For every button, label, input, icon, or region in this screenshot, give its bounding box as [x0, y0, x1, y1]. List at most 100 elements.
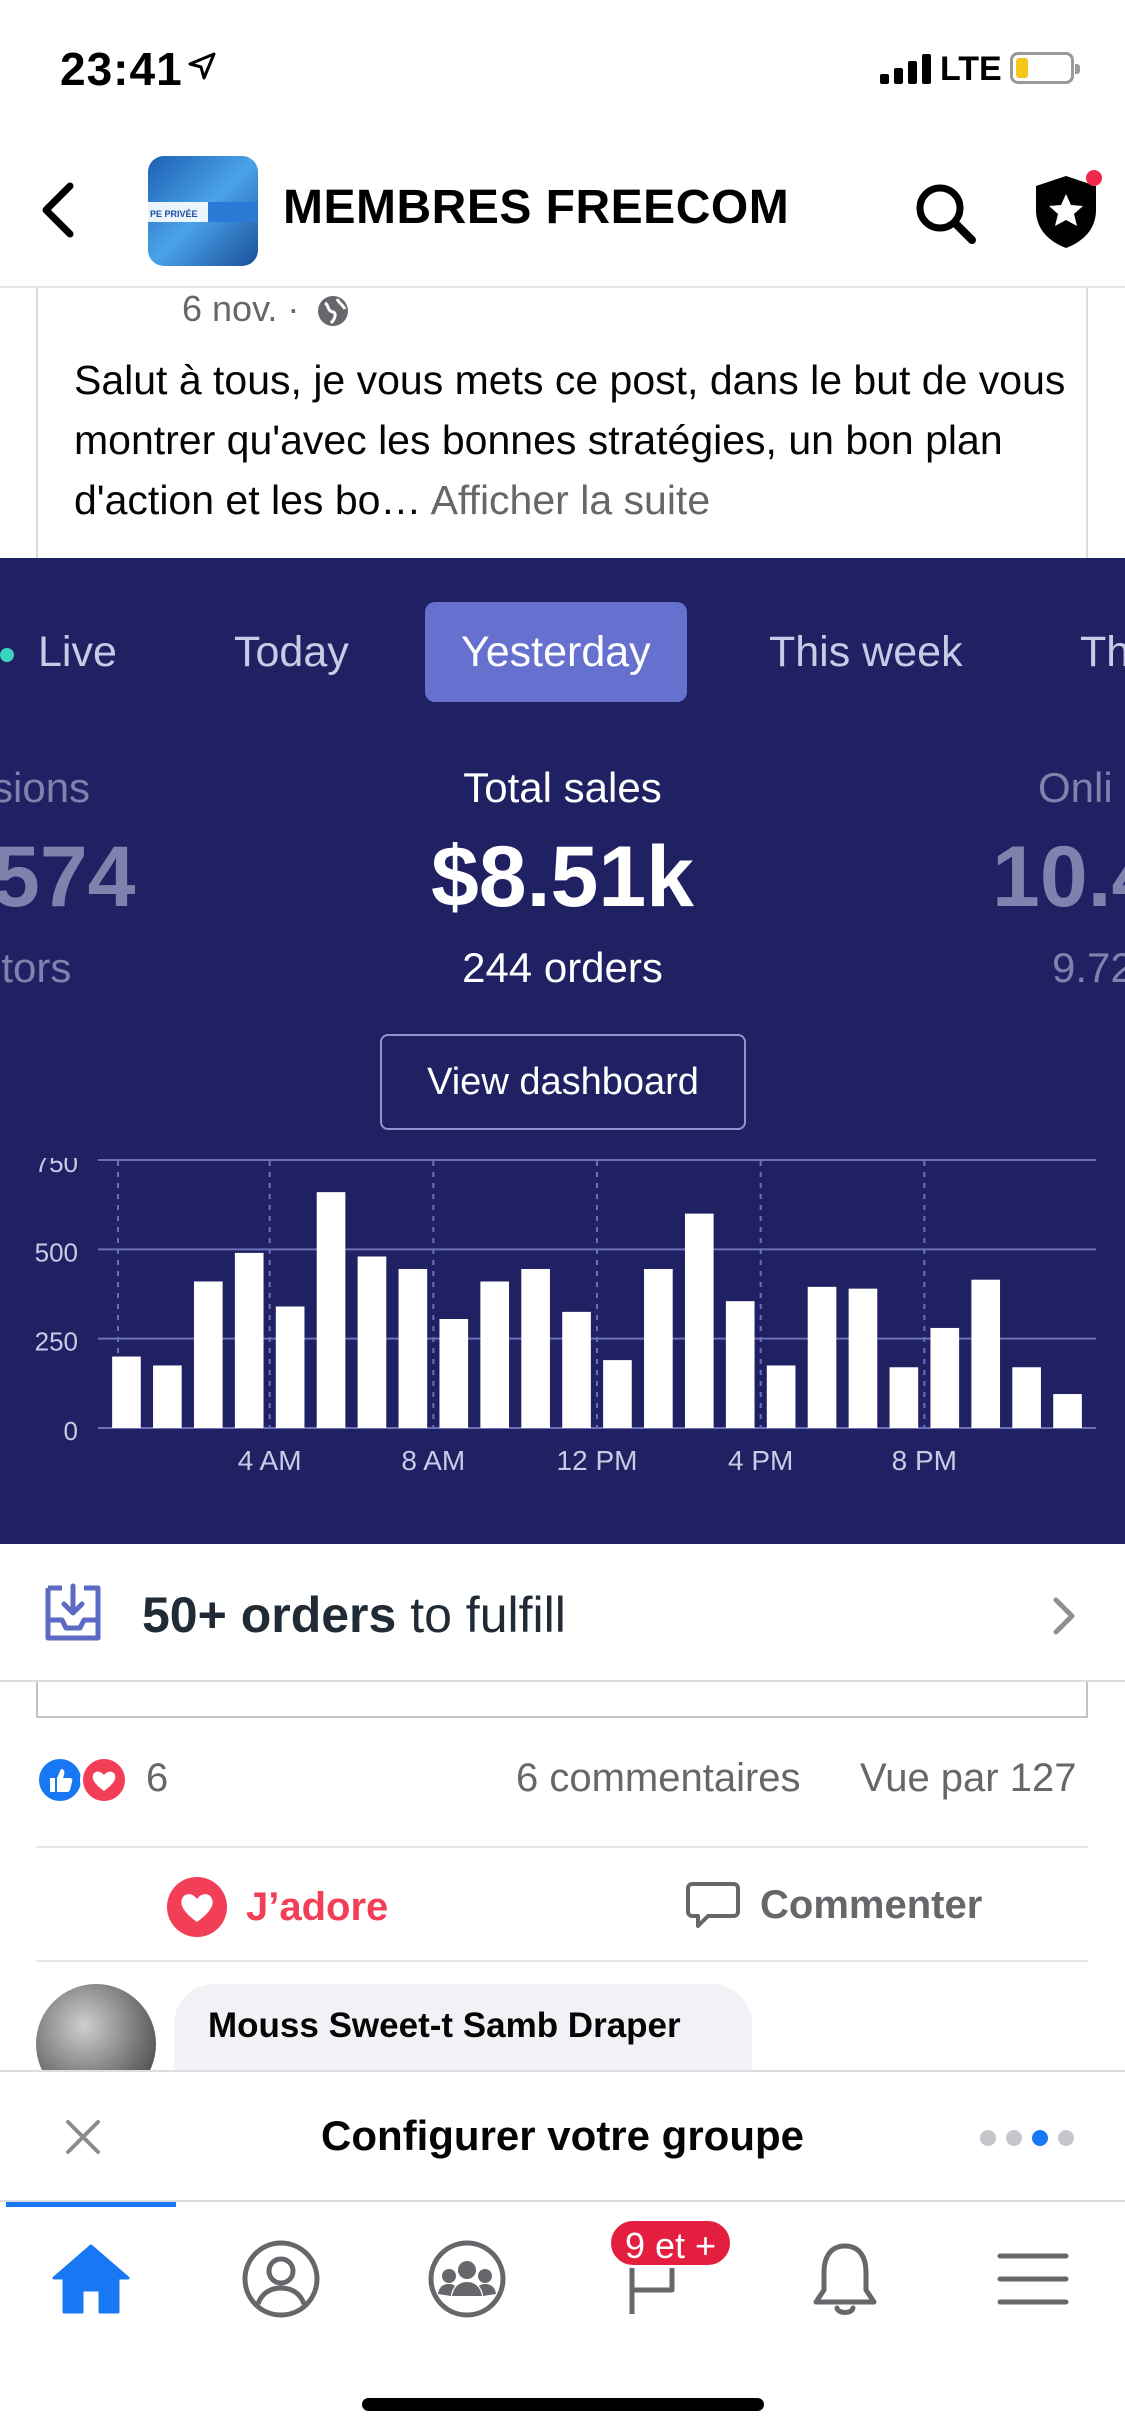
- like-reaction-icon: [36, 1756, 84, 1804]
- post-meta: 6 nov. ·: [182, 288, 351, 330]
- home-icon[interactable]: [46, 2234, 136, 2324]
- search-icon[interactable]: [910, 178, 980, 248]
- status-time: 23:41: [60, 43, 183, 95]
- chart-bar: [398, 1268, 428, 1428]
- view-dashboard-button: View dashboard: [380, 1034, 746, 1130]
- tab-this-week: This week: [769, 628, 963, 676]
- chart-bar: [316, 1192, 346, 1428]
- y-tick-label: 750: [35, 1158, 78, 1178]
- signal-icon: [880, 52, 931, 84]
- sessions-value: 574: [0, 829, 136, 925]
- heart-icon: [167, 1877, 227, 1937]
- admin-shield-icon[interactable]: [1030, 172, 1102, 252]
- menu-icon[interactable]: [988, 2234, 1078, 2324]
- x-tick-label: 12 PM: [557, 1445, 638, 1476]
- group-title: MEMBRES FREECOM: [283, 181, 790, 234]
- comments-count[interactable]: 6 commentaires: [516, 1756, 801, 1800]
- tab-this-month: Th: [1080, 628, 1125, 676]
- online-value: 10.4: [992, 829, 1125, 925]
- online-label: Onli: [1038, 764, 1113, 811]
- profile-icon[interactable]: [236, 2234, 326, 2324]
- configure-group-bar[interactable]: Configurer votre groupe: [0, 2070, 1125, 2200]
- chart-bar: [275, 1306, 305, 1428]
- configure-group-text: Configurer votre groupe: [320, 2112, 805, 2159]
- sales-bar-chart: 0 250 500 750 4 AM 8 AM 12 PM 4 PM 8 PM: [35, 1158, 1096, 1476]
- home-indicator: [362, 2398, 764, 2411]
- bell-icon[interactable]: [800, 2234, 890, 2324]
- love-reaction-icon: [80, 1756, 128, 1804]
- chevron-right-icon: [1053, 1597, 1075, 1635]
- notification-dot: [1086, 170, 1102, 186]
- chart-bar: [684, 1213, 714, 1428]
- chart-bar: [603, 1360, 632, 1428]
- visitors-label: itors: [0, 944, 72, 991]
- commenter-avatar[interactable]: [36, 1984, 156, 2070]
- chart-bar: [766, 1365, 796, 1428]
- sessions-label: sions: [0, 764, 91, 811]
- group-avatar[interactable]: PE PRIVÉE: [148, 156, 258, 266]
- chart-bar: [357, 1256, 387, 1428]
- see-more-link[interactable]: Afficher la suite: [430, 477, 711, 523]
- network-type: LTE: [940, 50, 1002, 88]
- location-arrow-icon: [188, 52, 216, 80]
- battery-icon: [1010, 52, 1080, 84]
- love-button[interactable]: J’adore: [166, 1876, 388, 1938]
- reaction-count: 6: [146, 1756, 169, 1800]
- notification-badge: 9 et +: [608, 2218, 734, 2268]
- x-tick-label: 4 PM: [728, 1445, 793, 1476]
- chart-bar: [562, 1311, 591, 1428]
- fulfill-text: 50+ orders to fulfill: [142, 1587, 566, 1643]
- x-tick-label: 4 AM: [238, 1445, 302, 1476]
- chart-bar: [521, 1268, 550, 1428]
- chart-bar: [971, 1279, 1001, 1428]
- post-card-bottom: [36, 1682, 1088, 1718]
- post-actions: J’adore Commenter: [36, 1850, 1088, 1962]
- chart-bar: [807, 1286, 837, 1428]
- close-icon[interactable]: [62, 2116, 104, 2158]
- chart-bar: [112, 1356, 141, 1428]
- chart-bar: [644, 1268, 673, 1428]
- tab-yesterday: Yesterday: [425, 602, 687, 702]
- chart-bar: [848, 1288, 878, 1428]
- status-bar: 23:41 LTE: [0, 0, 1125, 140]
- chart-bar: [930, 1327, 960, 1428]
- x-tick-label: 8 AM: [401, 1445, 465, 1476]
- reaction-summary[interactable]: 6 6 commentaires Vue par 127: [36, 1748, 1088, 1848]
- globe-icon: [318, 296, 349, 327]
- fulfill-banner[interactable]: 50+ orders to fulfill: [0, 1544, 1125, 1682]
- chart-bar: [480, 1281, 510, 1428]
- chart-bar: [439, 1319, 469, 1428]
- total-sales-label: Total sales: [463, 764, 662, 811]
- commenter-name[interactable]: Mouss Sweet-t Samb Draper: [208, 2006, 681, 2045]
- inbox-download-icon: [45, 1583, 101, 1641]
- chart-bar: [1012, 1367, 1041, 1428]
- post-card: 6 nov. · Salut à tous, je vous mets ce p…: [36, 288, 1088, 558]
- bottom-tab-bar: 9 et +: [0, 2200, 1125, 2436]
- post-body: Salut à tous, je vous mets ce post, dans…: [74, 357, 1066, 523]
- svg-text:PE PRIVÉE: PE PRIVÉE: [150, 209, 198, 219]
- comment-bubble[interactable]: Mouss Sweet-t Samb Draper: [174, 1984, 752, 2070]
- y-tick-label: 250: [35, 1327, 78, 1357]
- views-count[interactable]: Vue par 127: [860, 1756, 1077, 1800]
- orders-count: 244 orders: [462, 944, 663, 991]
- comment-preview[interactable]: Mouss Sweet-t Samb Draper: [36, 1984, 1088, 2070]
- chart-bar: [234, 1252, 264, 1428]
- avatar-caption: PE PRIVÉE: [150, 209, 198, 219]
- post-text: Salut à tous, je vous mets ce post, dans…: [74, 350, 1084, 530]
- post-image-dashboard[interactable]: Live Today Yesterday This week Th sions …: [0, 558, 1125, 1544]
- total-sales-value: $8.51k: [430, 829, 695, 925]
- x-tick-label: 8 PM: [892, 1445, 957, 1476]
- active-tab-indicator: [6, 2202, 176, 2207]
- comment-label: Commenter: [760, 1882, 983, 1927]
- tab-live: Live: [0, 602, 153, 702]
- group-header: PE PRIVÉE MEMBRES FREECOM: [0, 140, 1125, 288]
- chart-bar: [153, 1365, 182, 1428]
- love-label: J’adore: [246, 1884, 389, 1929]
- groups-icon[interactable]: [422, 2234, 512, 2324]
- chart-bar: [889, 1367, 919, 1428]
- comment-button[interactable]: Commenter: [684, 1876, 982, 1934]
- tab-today: Today: [234, 628, 349, 676]
- chart-bar: [725, 1301, 755, 1428]
- back-arrow-icon[interactable]: [34, 180, 84, 240]
- live-dot-icon: [0, 647, 14, 662]
